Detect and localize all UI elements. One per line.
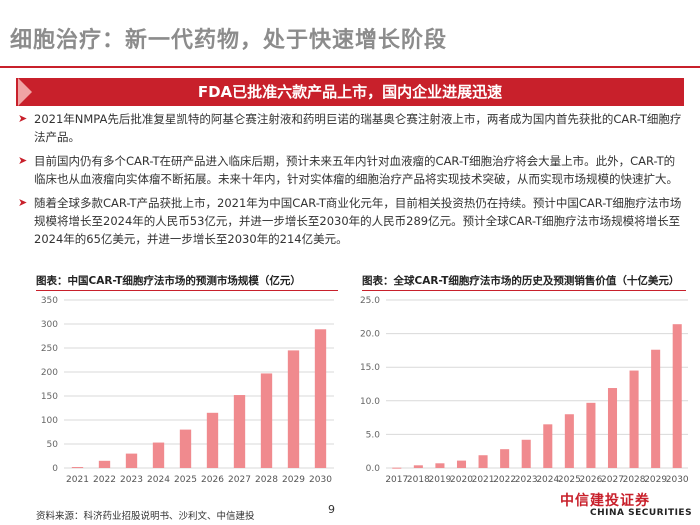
x-tick-label: 2028	[255, 475, 278, 485]
x-tick-label: 2023	[120, 475, 143, 485]
china-chart-rule	[36, 290, 338, 291]
source-note: 资料来源：科济药业招股说明书、沙利文、中信建投	[36, 511, 255, 522]
x-tick-label: 2020	[450, 475, 473, 485]
x-tick-label: 2022	[93, 475, 116, 485]
bar	[586, 402, 596, 468]
y-tick-label: 20.0	[360, 330, 380, 340]
y-tick-label: 0.0	[366, 464, 381, 474]
bar	[233, 395, 246, 468]
y-tick-label: 25.0	[360, 296, 380, 306]
section-banner: FDA已批准六款产品上市，国内企业进展迅速	[16, 78, 684, 106]
bar	[206, 412, 219, 468]
bar	[260, 373, 273, 468]
bullet-text: 目前国内仍有多个CAR-T在研产品进入临床后期，预计未来五年内针对血液瘤的CAR…	[34, 154, 678, 186]
bullet-item: ➤ 2021年NMPA先后批准复星凯特的阿基仑赛注射液和药明巨诺的瑞基奥仑赛注射…	[16, 110, 686, 146]
bar	[125, 453, 138, 468]
arrow-bullet-icon: ➤	[18, 112, 28, 125]
arrow-bullet-icon: ➤	[18, 196, 28, 209]
y-tick-label: 200	[41, 368, 58, 378]
y-tick-label: 50	[47, 440, 59, 450]
title-divider	[0, 66, 700, 68]
section-banner-text: FDA已批准六款产品上市，国内企业进展迅速	[197, 83, 503, 101]
y-tick-label: 15.0	[360, 363, 380, 373]
bar	[456, 460, 467, 468]
x-tick-label: 2018	[407, 475, 430, 485]
x-tick-label: 2030	[309, 475, 332, 485]
bar	[478, 455, 488, 468]
global-chart-rule	[362, 290, 686, 291]
y-tick-label: 300	[41, 320, 58, 330]
x-tick-label: 2019	[428, 475, 451, 485]
china-chart-title: 图表：中国CAR-T细胞疗法市场的预测市场规模（亿元）	[36, 275, 301, 287]
x-tick-label: 2022	[493, 475, 516, 485]
x-tick-label: 2027	[228, 475, 251, 485]
x-tick-label: 2030	[666, 475, 689, 485]
x-tick-label: 2028	[623, 475, 646, 485]
bullet-text: 随着全球多款CAR-T产品获批上市，2021年为中国CAR-T商业化元年，目前相…	[34, 196, 682, 246]
y-tick-label: 250	[41, 344, 58, 354]
bar	[564, 414, 574, 468]
x-tick-label: 2024	[536, 475, 559, 485]
bar	[179, 429, 192, 468]
bar	[98, 460, 111, 468]
y-tick-label: 0	[52, 464, 58, 474]
china-market-chart: 0 50 100 150 200 250 300 350 2021 2022 2023 2024 202…	[41, 296, 334, 485]
bar	[413, 465, 423, 468]
bullet-text: 2021年NMPA先后批准复星凯特的阿基仑赛注射液和药明巨诺的瑞基奥仑赛注射液上…	[34, 112, 682, 144]
x-tick-label: 2025	[174, 475, 197, 485]
slide-title: 细胞治疗：新一代药物，处于快速增长阶段	[10, 28, 448, 53]
banner-arrow-icon	[18, 78, 32, 106]
page-number: 9	[328, 503, 335, 516]
y-tick-label: 10.0	[360, 397, 380, 407]
x-tick-label: 2029	[282, 475, 305, 485]
x-tick-label: 2025	[558, 475, 581, 485]
x-tick-label: 2029	[644, 475, 667, 485]
bullet-list: ➤ 2021年NMPA先后批准复星凯特的阿基仑赛注射液和药明巨诺的瑞基奥仑赛注射…	[16, 110, 686, 254]
bar	[152, 442, 165, 468]
bar	[607, 388, 618, 468]
x-tick-label: 2026	[579, 475, 602, 485]
x-tick-label: 2017	[385, 475, 408, 485]
bullet-item: ➤ 随着全球多款CAR-T产品获批上市，2021年为中国CAR-T商业化元年，目…	[16, 194, 686, 248]
bar	[651, 349, 661, 468]
arrow-bullet-icon: ➤	[18, 154, 28, 167]
bar	[392, 467, 402, 469]
bar	[314, 329, 327, 468]
company-logo-en: CHINA SECURITIES	[590, 508, 693, 518]
bar	[435, 463, 445, 468]
bar	[629, 370, 639, 468]
x-tick-label: 2026	[201, 475, 224, 485]
bar	[500, 449, 510, 468]
bullet-item: ➤ 目前国内仍有多个CAR-T在研产品进入临床后期，预计未来五年内针对血液瘤的C…	[16, 152, 686, 188]
x-tick-label: 2021	[472, 475, 495, 485]
x-tick-label: 2024	[147, 475, 170, 485]
bar	[287, 350, 300, 468]
bar	[543, 424, 553, 468]
bar	[71, 467, 84, 469]
bar	[521, 439, 531, 468]
y-tick-label: 150	[41, 392, 58, 402]
y-tick-label: 350	[41, 296, 58, 306]
company-logo: 中信建投证券	[560, 493, 650, 509]
x-tick-label: 2027	[601, 475, 624, 485]
global-chart-title: 图表：全球CAR-T细胞疗法市场的历史及预测销售价值（十亿美元）	[362, 275, 680, 287]
global-market-chart: 0.05.010.015.020.025.0201720182019202020…	[360, 296, 689, 485]
bar	[672, 324, 682, 468]
x-tick-label: 2023	[515, 475, 538, 485]
y-tick-label: 5.0	[366, 430, 381, 440]
x-tick-label: 2021	[66, 475, 89, 485]
y-tick-label: 100	[41, 416, 58, 426]
